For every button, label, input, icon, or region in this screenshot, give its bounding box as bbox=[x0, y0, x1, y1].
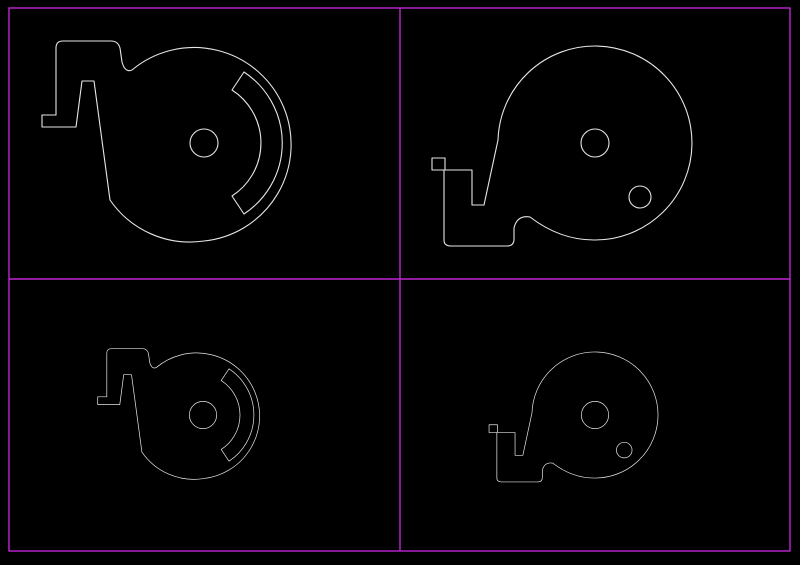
center-bore bbox=[189, 128, 219, 158]
arc-slot bbox=[231, 71, 283, 215]
cam-body-outline bbox=[97, 348, 260, 480]
arc-slot bbox=[220, 368, 255, 462]
cam-body-outline bbox=[41, 40, 292, 243]
cam-offset-hole-top-right[interactable] bbox=[431, 45, 693, 247]
center-bore bbox=[580, 400, 610, 430]
center-bore bbox=[188, 400, 218, 430]
offset-hole bbox=[628, 185, 652, 209]
cam-arc-slot-top-left[interactable] bbox=[41, 40, 292, 243]
center-bore bbox=[580, 128, 610, 158]
cam-arc-slot-bottom-left[interactable] bbox=[97, 348, 260, 480]
cam-body-outline bbox=[431, 45, 693, 247]
cam-offset-hole-bottom-right[interactable] bbox=[488, 351, 659, 483]
cam-body-outline bbox=[488, 351, 659, 483]
viewport-frames bbox=[8, 7, 791, 552]
offset-hole bbox=[616, 441, 633, 459]
